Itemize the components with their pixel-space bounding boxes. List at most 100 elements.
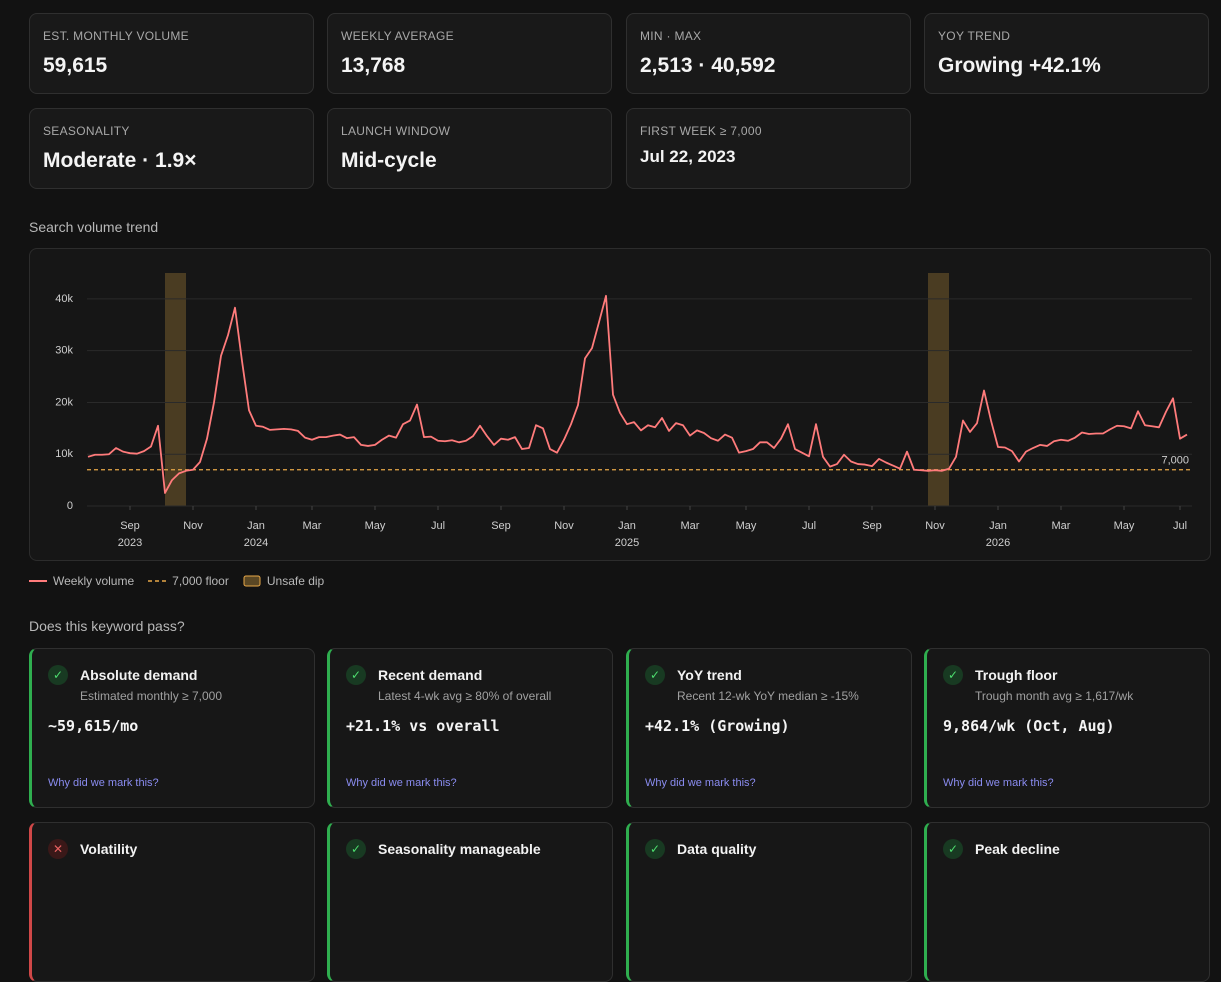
x-tick-label: Mar (1052, 520, 1071, 532)
x-tick-label: May (736, 520, 757, 532)
legend-swatch (29, 580, 47, 582)
check-card: ✓ Seasonality manageable (327, 822, 613, 982)
why-link[interactable]: Why did we mark this? (943, 777, 1054, 789)
stat-label: YOY TREND (938, 29, 1011, 43)
check-card: ✓ Peak decline (924, 822, 1210, 982)
why-link[interactable]: Why did we mark this? (48, 777, 159, 789)
legend-item: Weekly volume (29, 574, 134, 588)
check-title: Trough floor (975, 667, 1058, 683)
stat-label: SEASONALITY (43, 124, 130, 138)
floor-label: 7,000 (1161, 455, 1189, 467)
stat-label: LAUNCH WINDOW (341, 124, 451, 138)
legend: Weekly volume 7,000 floor Unsafe dip (29, 572, 324, 590)
legend-label: Unsafe dip (266, 574, 325, 588)
x-tick-label: May (1114, 520, 1135, 532)
check-card: ✓ Recent demand Latest 4-wk avg ≥ 80% of o… (327, 648, 613, 808)
stat-value: Jul 22, 2023 (640, 147, 736, 166)
x-tick-label: Jul (1173, 520, 1187, 532)
chart-panel: 0 10k 20k 30k 40k Sep 2023 Nov Jan 2024 Mar May Jul S… (29, 248, 1211, 561)
stat-card: FIRST WEEK ≥ 7,000 Jul 22, 2023 (626, 108, 911, 189)
stat-card: WEEKLY AVERAGE 13,768 (327, 13, 612, 94)
x-tick-label: Sep (862, 520, 882, 532)
status-icon: ✓ (48, 665, 68, 685)
check-title: Seasonality manageable (378, 841, 541, 857)
check-card: ✓ Absolute demand Estimated monthly ≥ 7,00… (29, 648, 315, 808)
legend-item: 7,000 floor (148, 574, 229, 588)
why-link[interactable]: Why did we mark this? (645, 777, 756, 789)
legend-swatch (148, 580, 167, 582)
status-icon: ✕ (48, 839, 68, 859)
x-tick-label: Nov (925, 520, 945, 532)
stat-card: SEASONALITY Moderate · 1.9× (29, 108, 314, 189)
section-title: Search volume trend (29, 219, 159, 235)
status-icon: ✓ (645, 839, 665, 859)
x-tick-label: Sep (491, 520, 511, 532)
unsafe-dip (928, 273, 949, 506)
y-tick-label: 40k (55, 293, 73, 305)
check-title: Volatility (80, 841, 138, 857)
y-tick-label: 0 (67, 500, 73, 512)
status-icon: ✓ (346, 839, 366, 859)
x-tick-label: Jul (802, 520, 816, 532)
stat-value: 59,615 (43, 54, 108, 77)
check-result: 9,864/wk (Oct, Aug) (943, 717, 1115, 735)
y-tick-label: 10k (55, 448, 73, 460)
x-tick-label: Nov (183, 520, 203, 532)
status-icon: ✓ (943, 665, 963, 685)
x-year-label: 2023 (118, 537, 142, 549)
check-card: ✕ Volatility (29, 822, 315, 982)
stat-card: EST. MONTHLY VOLUME 59,615 (29, 13, 314, 94)
check-card: ✓ Data quality (626, 822, 912, 982)
stat-card: YOY TREND Growing +42.1% (924, 13, 1209, 94)
x-tick-label: Sep (120, 520, 140, 532)
check-title: YoY trend (677, 667, 742, 683)
legend-item: Unsafe dip (243, 574, 324, 588)
y-tick-label: 20k (55, 396, 73, 408)
stat-card: MIN · MAX 2,513 · 40,592 (626, 13, 911, 94)
legend-label: 7,000 floor (172, 574, 229, 588)
check-result: +21.1% vs overall (346, 717, 500, 735)
legend-label: Weekly volume (53, 574, 135, 588)
x-year-label: 2024 (244, 537, 268, 549)
check-result: +42.1% (Growing) (645, 717, 790, 735)
swatch-box (243, 575, 261, 587)
section-title: Does this keyword pass? (29, 618, 185, 634)
x-tick-label: May (365, 520, 386, 532)
stat-card: LAUNCH WINDOW Mid-cycle (327, 108, 612, 189)
check-title: Peak decline (975, 841, 1060, 857)
check-subtitle: Latest 4-wk avg ≥ 80% of overall (378, 689, 552, 703)
check-card: ✓ Trough floor Trough month avg ≥ 1,617/wk… (924, 648, 1210, 808)
chart: 0 10k 20k 30k 40k Sep 2023 Nov Jan 2024 Mar May Jul S… (55, 273, 1192, 549)
legend-swatch (243, 575, 261, 587)
check-subtitle: Trough month avg ≥ 1,617/wk (975, 689, 1134, 703)
x-tick-label: Jan (618, 520, 636, 532)
stat-label: EST. MONTHLY VOLUME (43, 29, 189, 43)
status-icon: ✓ (943, 839, 963, 859)
stat-value: 2,513 · 40,592 (640, 54, 776, 77)
x-tick-label: Jul (431, 520, 445, 532)
why-link[interactable]: Why did we mark this? (346, 777, 457, 789)
x-year-label: 2026 (986, 537, 1010, 549)
check-title: Recent demand (378, 667, 483, 683)
x-tick-label: Nov (554, 520, 574, 532)
check-title: Data quality (677, 841, 757, 857)
x-tick-label: Jan (247, 520, 265, 532)
stat-value: Growing +42.1% (938, 54, 1101, 77)
stat-label: FIRST WEEK ≥ 7,000 (640, 124, 762, 138)
check-card: ✓ YoY trend Recent 12-wk YoY median ≥ -15%… (626, 648, 912, 808)
check-result: ~59,615/mo (48, 717, 139, 735)
stat-label: WEEKLY AVERAGE (341, 29, 454, 43)
check-title: Absolute demand (80, 667, 198, 683)
stat-value: Moderate · 1.9× (43, 149, 197, 172)
unsafe-dip (165, 273, 186, 506)
check-subtitle: Recent 12-wk YoY median ≥ -15% (677, 689, 859, 703)
x-tick-label: Jan (989, 520, 1007, 532)
status-icon: ✓ (645, 665, 665, 685)
stat-value: Mid-cycle (341, 149, 437, 172)
stat-value: 13,768 (341, 54, 406, 77)
stat-label: MIN · MAX (640, 29, 702, 43)
y-tick-label: 30k (55, 345, 73, 357)
series-line (87, 294, 1188, 494)
status-icon: ✓ (346, 665, 366, 685)
x-tick-label: Mar (681, 520, 700, 532)
